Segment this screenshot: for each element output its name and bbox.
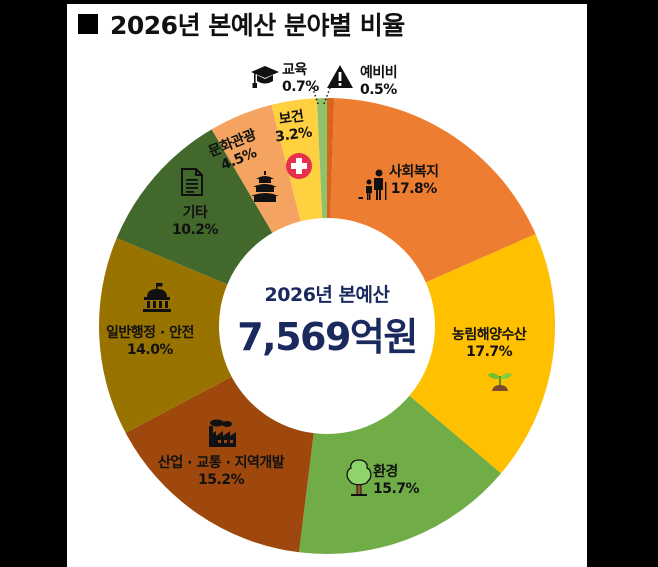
label-agriculture-pct: 17.7% <box>466 344 513 360</box>
warning-icon <box>327 65 353 88</box>
pagoda-icon <box>251 171 279 202</box>
center-label-year: 2026년 본예산 <box>264 284 390 306</box>
donut-slice <box>327 98 335 219</box>
donut-slice <box>98 238 232 433</box>
label-agriculture: 농림해양수산 17.7% <box>452 327 527 361</box>
label-reserve-pct: 0.5% <box>360 82 397 98</box>
label-reserve-name: 예비비 <box>360 65 398 81</box>
tree-icon <box>346 459 372 496</box>
label-industry-name: 산업 · 교통 · 지역개발 <box>158 455 285 471</box>
donut-slice <box>116 129 273 285</box>
label-environment: 환경 15.7% <box>373 464 420 498</box>
title-square-bullet-icon <box>78 14 98 34</box>
label-other: 기타 10.2% <box>172 205 219 239</box>
factory-icon <box>209 419 236 447</box>
donut-slice <box>298 395 502 554</box>
label-other-pct: 10.2% <box>172 222 219 238</box>
label-education-pct: 0.7% <box>282 79 319 95</box>
graduation-cap-icon <box>251 66 279 88</box>
medical-cross-icon <box>286 153 312 179</box>
donut-slice <box>330 98 536 283</box>
document-icon <box>181 168 203 196</box>
government-building-icon <box>143 283 171 312</box>
label-health: 보건 3.2% <box>272 108 313 147</box>
label-industry: 산업 · 교통 · 지역개발 15.2% <box>158 455 285 489</box>
label-reserve: 예비비 0.5% <box>360 65 398 99</box>
label-welfare-name: 사회복지 <box>389 164 439 180</box>
label-administration: 일반행정 · 안전 14.0% <box>106 325 194 359</box>
center-label-total: 7,569억원 <box>237 315 418 359</box>
label-welfare-pct: 17.8% <box>390 181 438 197</box>
label-education-name: 교육 <box>282 62 307 78</box>
chart-title-text: 2026년 본예산 분야별 비율 <box>110 11 405 40</box>
label-industry-pct: 15.2% <box>198 472 245 488</box>
label-other-name: 기타 <box>182 205 208 221</box>
chart-title: 2026년 본예산 분야별 비율 <box>78 6 405 42</box>
leader-line <box>323 87 331 105</box>
donut-slice <box>409 234 555 474</box>
label-administration-pct: 14.0% <box>126 342 174 358</box>
sprout-icon <box>488 373 512 391</box>
label-education: 교육 0.7% <box>282 62 319 96</box>
donut-slice <box>125 376 314 553</box>
elderly-family-icon <box>358 169 387 200</box>
leader-line <box>311 85 319 105</box>
donut-slice <box>316 98 327 219</box>
label-welfare: 사회복지 17.8% <box>389 164 439 198</box>
label-environment-name: 환경 <box>373 464 398 480</box>
label-agriculture-name: 농림해양수산 <box>452 327 527 343</box>
label-administration-name: 일반행정 · 안전 <box>106 325 194 341</box>
label-environment-pct: 15.7% <box>373 481 420 497</box>
donut-slice <box>211 104 301 233</box>
